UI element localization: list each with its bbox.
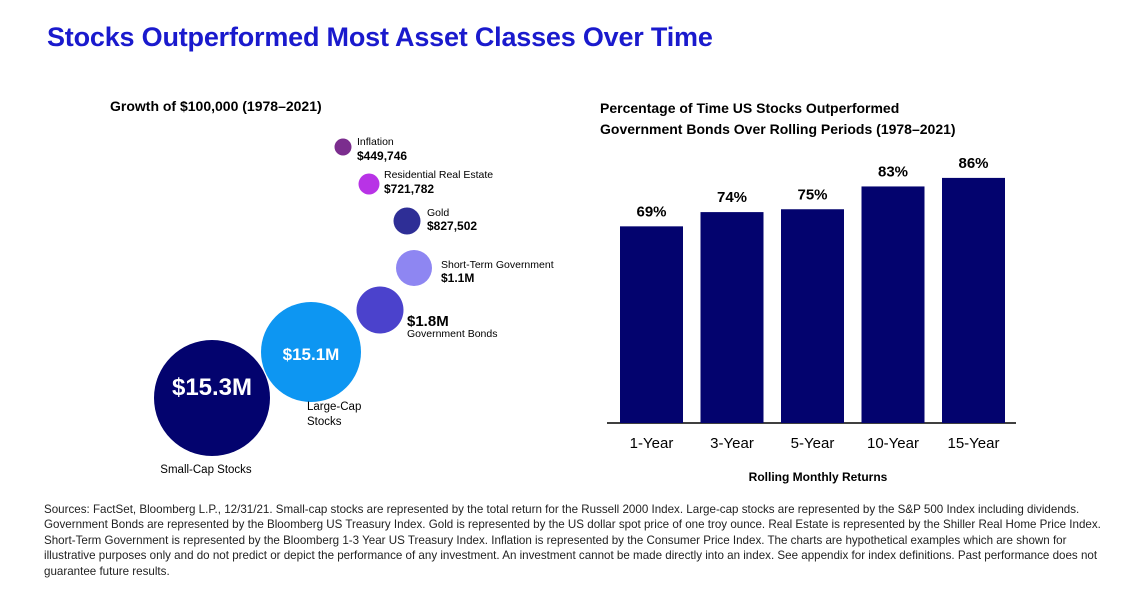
bubble-inflation-value: $449,746 (357, 149, 407, 163)
x-tick-label-3-Year: 3-Year (710, 435, 754, 452)
bubble-real-estate-name: Residential Real Estate (384, 169, 493, 181)
bubble-small-cap-name: Small-Cap Stocks (160, 464, 252, 476)
bubble-real-estate (358, 173, 380, 195)
bubble-large-cap-name: Large-Cap Stocks (307, 401, 365, 428)
bar-chart-bars: 69% 1-Year 74% 3-Year 75% 5-Year 83% 10-Year 86%… (620, 155, 1005, 452)
bubble-inflation (334, 138, 352, 156)
page-title: Stocks Outperformed Most Asset Classes O… (47, 22, 713, 52)
bubble-large-cap-value: $15.1M (283, 345, 340, 364)
x-tick-label-1-Year: 1-Year (630, 435, 674, 452)
x-tick-label-5-Year: 5-Year (791, 435, 835, 452)
bubble-small-cap-value: $15.3M (172, 374, 252, 401)
bubble-short-term-government-name: Short-Term Government (441, 259, 554, 271)
bar-chart: 69% 1-Year 74% 3-Year 75% 5-Year 83% 10-Year 86%… (607, 155, 1016, 484)
sources-footnote: Sources: FactSet, Bloomberg L.P., 12/31/… (44, 503, 1101, 578)
bubble-gold-name: Gold (427, 207, 449, 219)
bubble-gold-value: $827,502 (427, 219, 477, 233)
bar-value-label-15-Year: 86% (958, 155, 988, 172)
bar-15-Year (942, 177, 1005, 423)
bar-10-Year (861, 186, 925, 423)
bar-chart-title-line-2: Government Bonds Over Rolling Periods (1… (600, 121, 956, 137)
bubble-large-cap-name-line1: Large-Cap (307, 401, 361, 413)
bar-value-label-3-Year: 74% (717, 189, 747, 206)
bubble-real-estate-value: $721,782 (384, 182, 434, 196)
bubble-gold (393, 207, 421, 235)
bubble-large-cap-name-line2: Stocks (307, 416, 342, 428)
bar-value-label-1-Year: 69% (636, 203, 666, 220)
bubble-short-term-government (396, 250, 432, 286)
bar-3-Year (700, 212, 764, 423)
bar-1-Year (620, 226, 683, 423)
x-tick-label-15-Year: 15-Year (948, 435, 1000, 452)
bar-value-label-10-Year: 83% (878, 163, 908, 180)
bubble-government-bonds-name: Government Bonds (407, 328, 497, 340)
bubble-small-cap (154, 340, 270, 456)
bubble-government-bonds-value: $1.8M (407, 313, 449, 330)
bar-value-label-5-Year: 75% (797, 186, 827, 203)
bar-chart-xlabel: Rolling Monthly Returns (749, 470, 888, 484)
bubble-inflation-name: Inflation (357, 136, 394, 148)
bubble-chart-title: Growth of $100,000 (1978–2021) (110, 98, 322, 114)
bubble-large-cap (261, 302, 361, 402)
bar-chart-title-line-1: Percentage of Time US Stocks Outperforme… (600, 100, 900, 116)
x-tick-label-10-Year: 10-Year (867, 435, 919, 452)
bar-5-Year (781, 209, 844, 423)
bar-chart-title: Percentage of Time US Stocks Outperforme… (600, 98, 1040, 140)
bubble-government-bonds (356, 286, 404, 334)
bubble-short-term-government-value: $1.1M (441, 271, 474, 285)
bubble-chart: Inflation $449,746 Residential Real Esta… (154, 136, 554, 476)
